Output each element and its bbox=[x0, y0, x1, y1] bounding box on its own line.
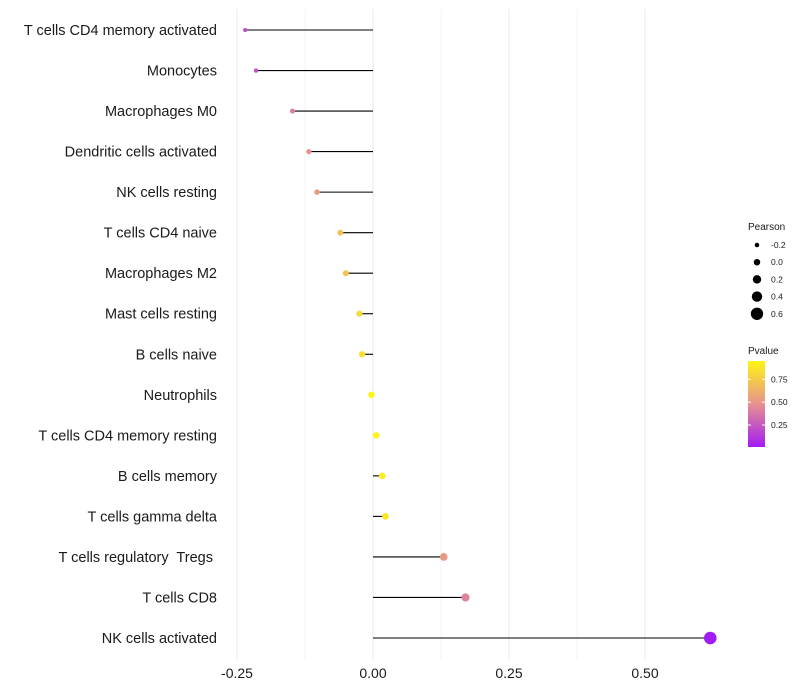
data-point bbox=[358, 351, 366, 358]
color-legend-label: 0.50 bbox=[771, 397, 788, 407]
x-axis-ticks: -0.25 0.00 0.25 0.50 bbox=[221, 665, 659, 681]
data-point bbox=[368, 391, 375, 399]
size-legend-label: -0.2 bbox=[771, 240, 786, 250]
x-tick-label: -0.25 bbox=[221, 665, 253, 681]
data-point bbox=[253, 68, 259, 73]
category-label: NK cells resting bbox=[116, 185, 217, 201]
data-point bbox=[356, 310, 363, 317]
points bbox=[243, 27, 717, 645]
color-legend-bar bbox=[748, 361, 765, 447]
category-label: B cells memory bbox=[118, 469, 218, 485]
category-label: T cells regulatory Tregs bbox=[59, 550, 218, 566]
size-legend-label: 0.6 bbox=[771, 309, 783, 319]
category-label: T cells gamma delta bbox=[88, 509, 218, 525]
data-point bbox=[289, 108, 295, 114]
size-legend-key bbox=[752, 275, 762, 284]
size-legend-key bbox=[754, 242, 760, 248]
x-tick-label: 0.50 bbox=[631, 665, 658, 681]
data-point bbox=[461, 593, 470, 602]
category-label: Mast cells resting bbox=[105, 307, 217, 323]
category-label: T cells CD4 memory activated bbox=[24, 23, 217, 39]
x-tick-label: 0.00 bbox=[359, 665, 386, 681]
category-label: T cells CD4 memory resting bbox=[38, 428, 217, 444]
data-point bbox=[439, 553, 448, 561]
size-legend-key bbox=[750, 307, 764, 320]
category-label: T cells CD4 naive bbox=[104, 226, 217, 242]
category-label: Neutrophils bbox=[144, 388, 217, 404]
x-tick-label: 0.25 bbox=[495, 665, 522, 681]
data-point bbox=[703, 631, 717, 645]
data-point bbox=[243, 27, 248, 33]
category-label: Monocytes bbox=[147, 64, 217, 80]
color-legend-title: Pvalue bbox=[748, 346, 779, 357]
data-point bbox=[337, 229, 344, 236]
data-point bbox=[314, 189, 320, 195]
size-legend-label: 0.4 bbox=[771, 292, 783, 302]
category-label: Dendritic cells activated bbox=[65, 145, 217, 161]
category-label: T cells CD8 bbox=[142, 590, 217, 606]
size-legend-key bbox=[751, 291, 763, 302]
size-legend-key bbox=[753, 258, 761, 266]
data-point bbox=[382, 513, 389, 520]
category-label: NK cells activated bbox=[102, 631, 217, 647]
grid bbox=[236, 9, 646, 660]
data-point bbox=[372, 432, 380, 439]
color-legend-label: 0.75 bbox=[771, 374, 788, 384]
legend: Pearson -0.2 0.0 0.2 0.4 0.6 Pvalue 0.25 0.50 0.7… bbox=[748, 222, 788, 447]
data-point bbox=[306, 148, 312, 155]
color-legend-label: 0.25 bbox=[771, 420, 788, 430]
category-label: B cells naive bbox=[136, 347, 217, 363]
y-axis-labels: T cells CD4 memory activated Monocytes Mac… bbox=[24, 23, 218, 647]
category-label: Macrophages M2 bbox=[105, 266, 217, 282]
size-legend-label: 0.0 bbox=[771, 257, 783, 267]
category-label: Macrophages M0 bbox=[105, 104, 217, 120]
size-legend-title: Pearson bbox=[748, 222, 785, 233]
stems bbox=[245, 29, 711, 639]
data-point bbox=[342, 270, 349, 277]
data-point bbox=[378, 472, 386, 480]
size-legend-label: 0.2 bbox=[771, 274, 783, 284]
